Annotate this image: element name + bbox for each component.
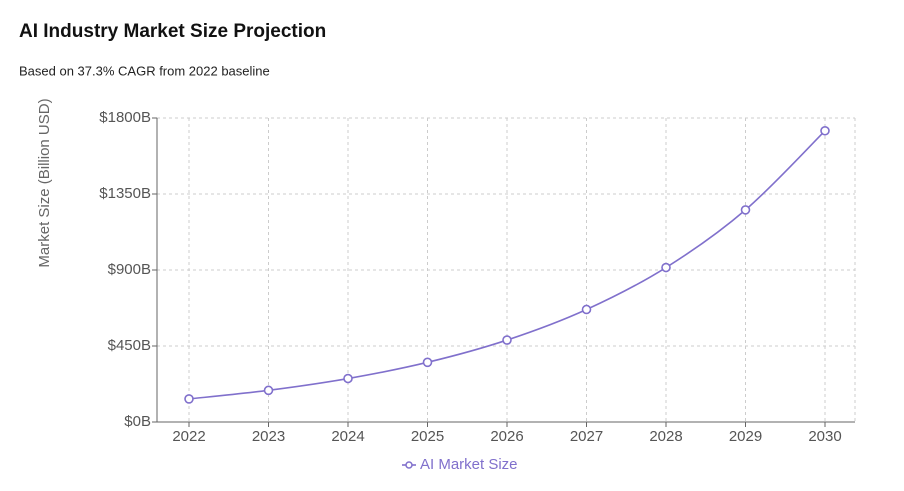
y-tick-label: $450B [108, 337, 151, 354]
point [581, 304, 592, 315]
chart-title: AI Industry Market Size Projection [19, 21, 326, 42]
point [661, 262, 671, 273]
point [184, 394, 194, 404]
y-tick-label: $1800B [99, 109, 151, 126]
x-tick-label: 2026 [490, 428, 523, 445]
y-axis-label: Market Size (Billion USD) [36, 98, 53, 267]
x-tick-label: 2023 [252, 428, 285, 445]
y-tick-label: $0B [124, 413, 151, 430]
chart-subtitle: Based on 37.3% CAGR from 2022 baseline [19, 63, 270, 78]
x-tick-label: 2029 [729, 428, 762, 445]
legend-label: AI Market Size [420, 456, 518, 473]
x-tick-label: 2025 [411, 428, 444, 445]
y-tick-label: $1350B [99, 185, 151, 202]
point [502, 335, 512, 345]
x-tick-label: 2027 [570, 428, 603, 445]
x-tick-label: 2024 [331, 428, 364, 445]
x-tick-label: 2028 [649, 428, 682, 445]
point [263, 385, 274, 396]
point [343, 373, 353, 384]
point [740, 205, 751, 215]
x-tick-label: 2030 [808, 428, 841, 445]
point [820, 125, 830, 136]
y-tick-label: $900B [108, 261, 151, 278]
legend-marker [405, 461, 413, 469]
x-tick-label: 2022 [172, 428, 205, 445]
point [422, 357, 433, 368]
